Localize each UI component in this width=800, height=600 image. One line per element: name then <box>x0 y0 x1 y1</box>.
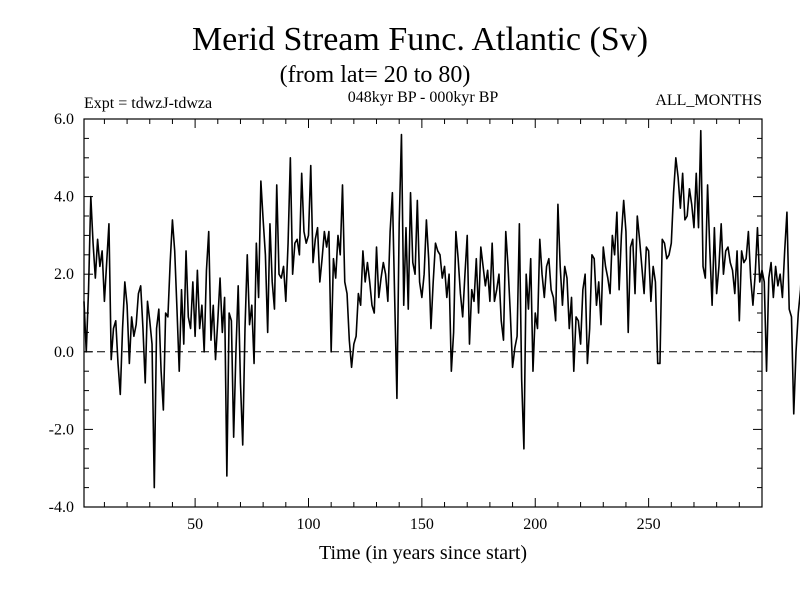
axes: 50 100 150 200 250 -4.0 -2.0 0.0 2.0 4.0 6.0 <box>49 111 763 533</box>
x-tick-label: 250 <box>637 516 661 533</box>
chart-subtitle: (from lat= 20 to 80) <box>280 62 471 88</box>
data-line <box>83 129 800 489</box>
x-tick-label: 50 <box>187 516 203 533</box>
experiment-label: Expt = tdwzJ-tdwza <box>84 95 212 112</box>
x-axis-label: Time (in years since start) <box>319 542 527 564</box>
time-range-label: 048kyr BP - 000kyr BP <box>348 89 499 106</box>
x-tick-label: 200 <box>523 516 547 533</box>
y-tick-label: -2.0 <box>49 421 74 438</box>
chart-title: Merid Stream Func. Atlantic (Sv) <box>192 21 648 58</box>
y-tick-label: 4.0 <box>54 189 74 206</box>
x-tick-label: 150 <box>410 516 434 533</box>
y-tick-label: 6.0 <box>54 111 74 128</box>
months-label: ALL_MONTHS <box>655 92 762 109</box>
y-tick-label: -4.0 <box>49 499 74 516</box>
y-tick-label: 2.0 <box>54 266 74 283</box>
y-tick-label: 0.0 <box>54 344 74 361</box>
x-tick-label: 100 <box>296 516 320 533</box>
